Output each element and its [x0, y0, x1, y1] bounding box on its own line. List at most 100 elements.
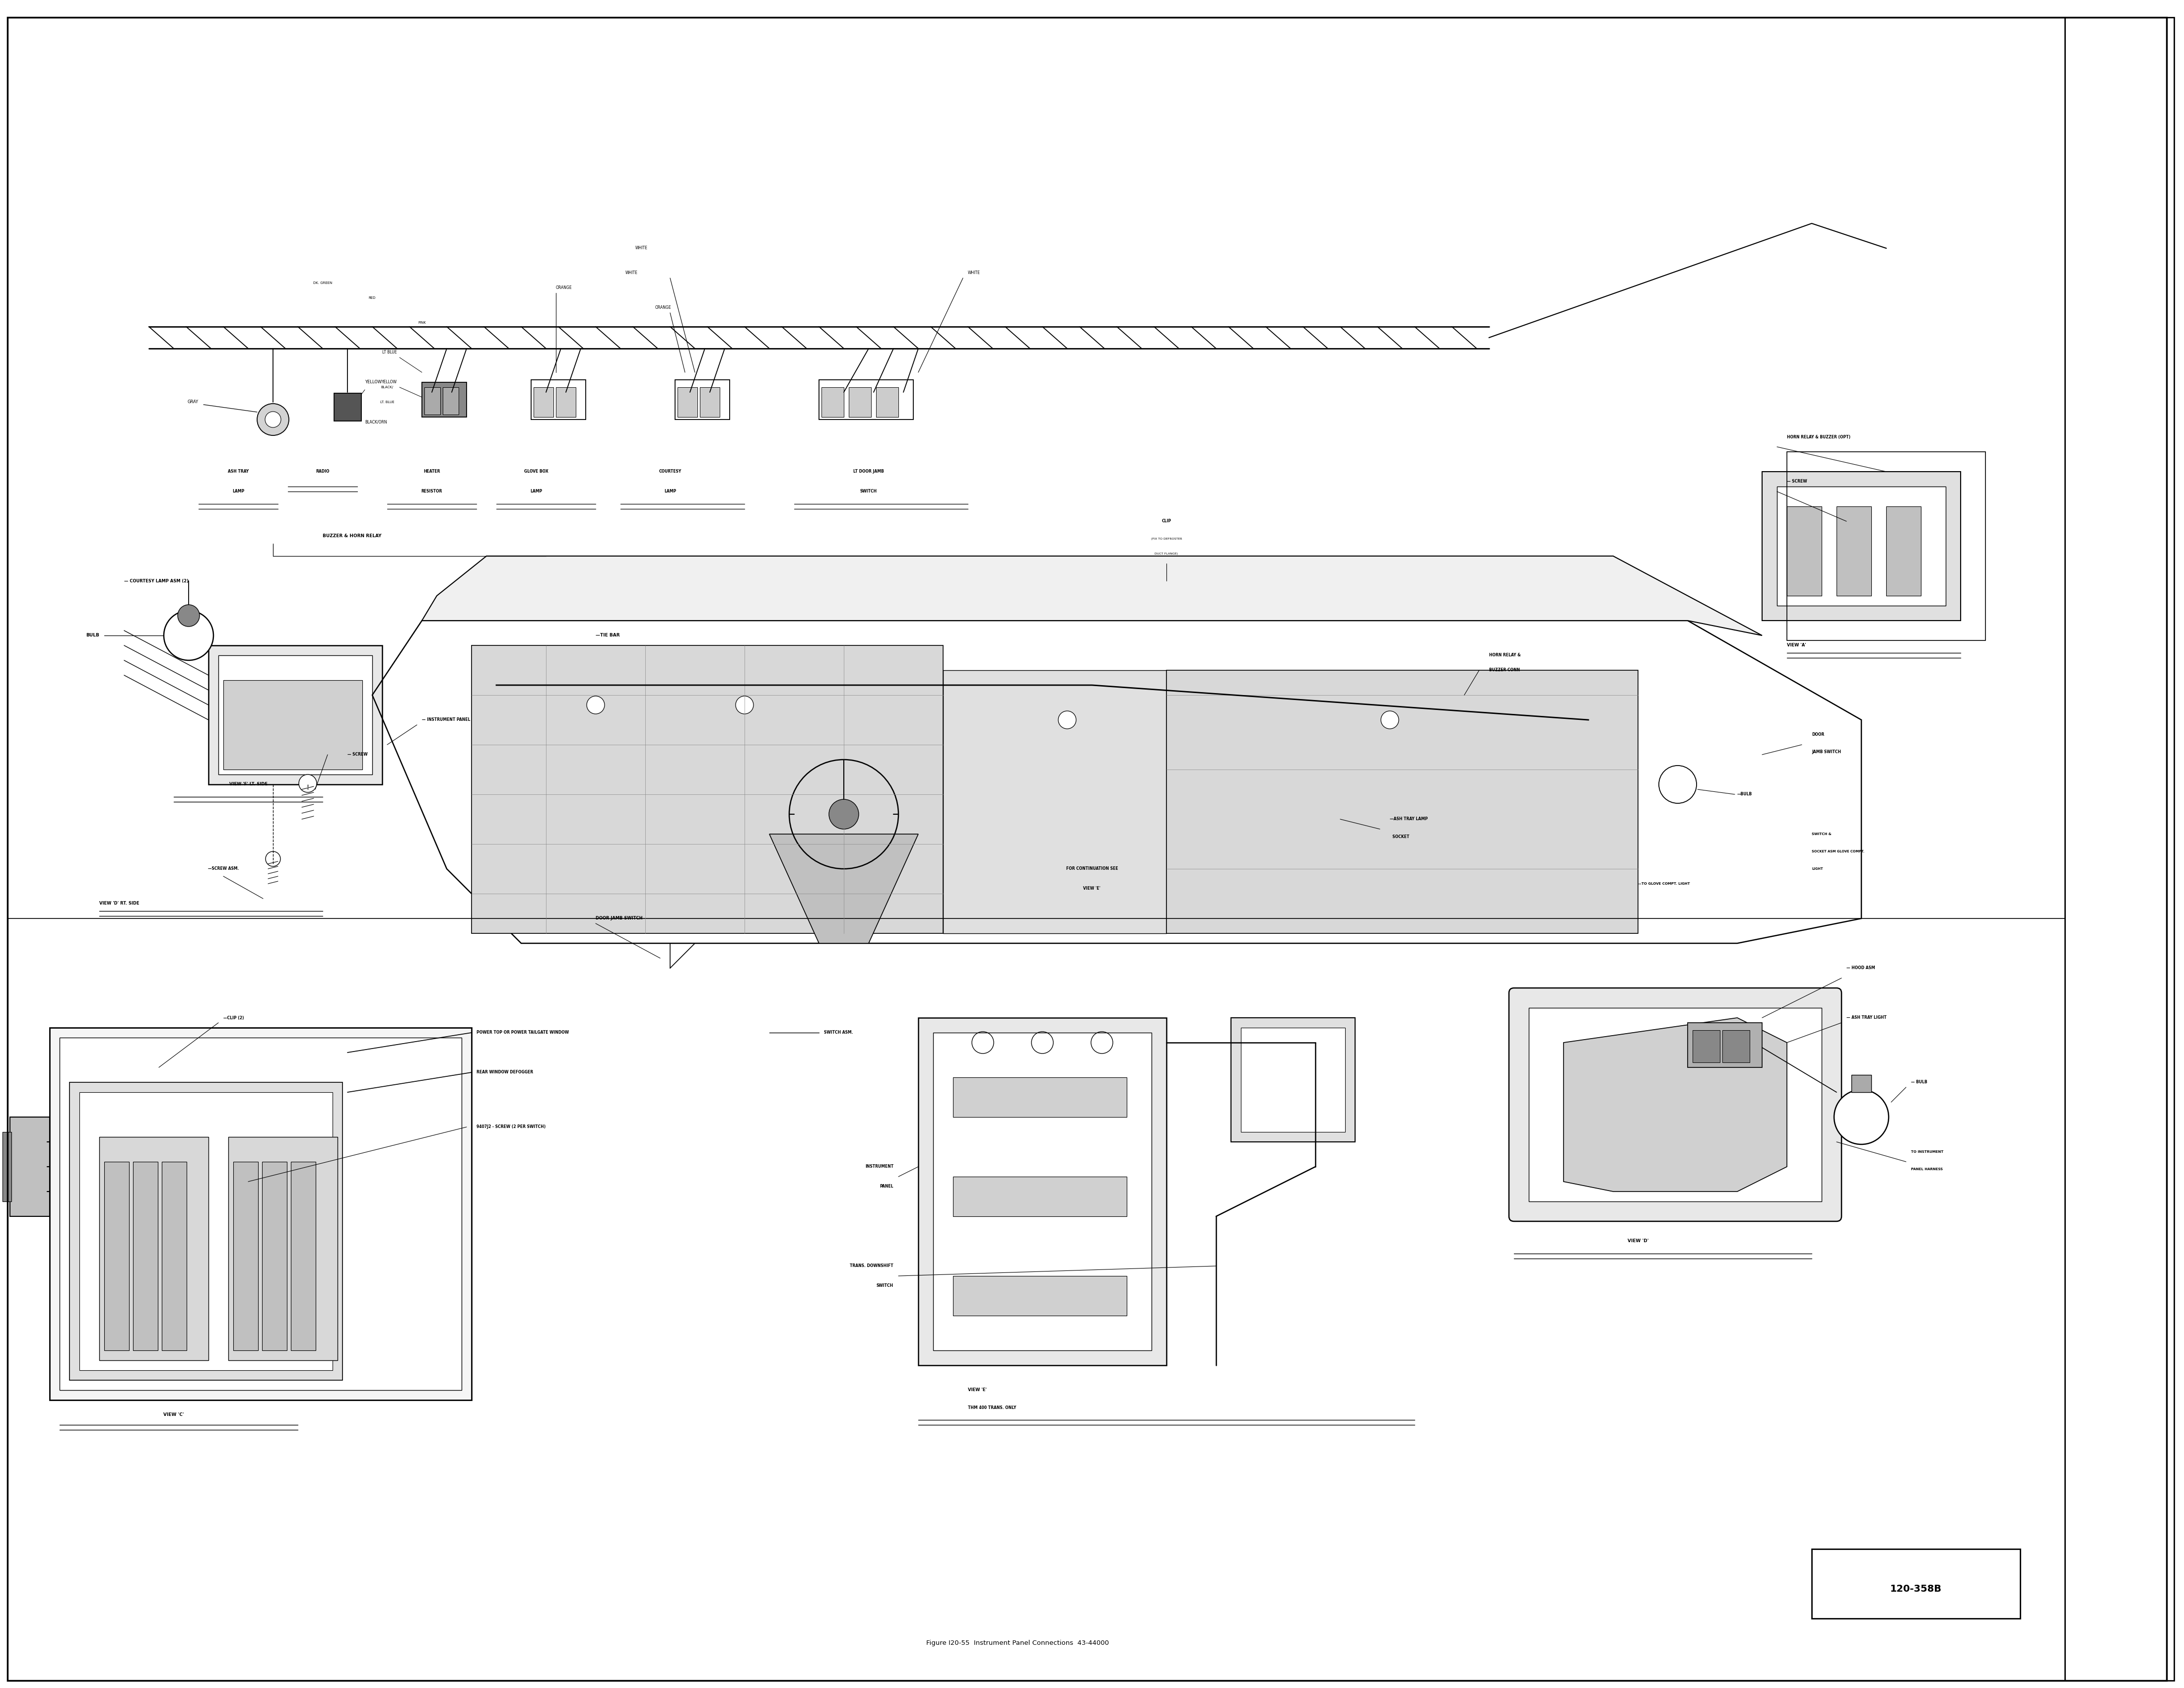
Text: ORANGE: ORANGE	[655, 306, 670, 311]
Text: HORN RELAY &: HORN RELAY &	[1489, 653, 1520, 658]
Bar	[1693, 1030, 1719, 1062]
Bar	[876, 387, 898, 417]
Text: VIEW 'F' LT. SIDE: VIEW 'F' LT. SIDE	[229, 782, 266, 787]
Text: PINK: PINK	[417, 321, 426, 324]
Bar	[1232, 1018, 1354, 1141]
Text: BUZZER & HORN RELAY: BUZZER & HORN RELAY	[323, 533, 382, 538]
Text: HEATER: HEATER	[424, 469, 441, 474]
Circle shape	[258, 403, 288, 436]
Text: FOR CONTINUATION SEE: FOR CONTINUATION SEE	[1066, 866, 1118, 871]
Text: LT DOOR JAMB: LT DOOR JAMB	[854, 469, 885, 474]
Text: VIEW 'E': VIEW 'E'	[1083, 886, 1101, 891]
Text: LT. BLUE: LT. BLUE	[380, 400, 395, 403]
Bar	[533, 387, 553, 417]
Circle shape	[266, 851, 280, 866]
Text: — HOOD ASM: — HOOD ASM	[1845, 966, 1876, 971]
Text: LAMP: LAMP	[531, 490, 542, 495]
Bar	[207, 645, 382, 785]
Text: DK. GREEN: DK. GREEN	[312, 282, 332, 285]
Bar	[79, 1092, 332, 1371]
Text: BLACK/: BLACK/	[380, 387, 393, 388]
Text: — SCREW: — SCREW	[1787, 479, 1806, 484]
Text: VIEW 'D' RT. SIDE: VIEW 'D' RT. SIDE	[98, 901, 140, 906]
Text: LT BLUE: LT BLUE	[382, 351, 397, 354]
Circle shape	[177, 604, 199, 626]
Text: WHITE: WHITE	[968, 270, 981, 275]
Text: VIEW 'A': VIEW 'A'	[1787, 643, 1806, 648]
Text: RED: RED	[369, 297, 376, 299]
Bar	[424, 387, 441, 415]
Bar	[162, 1161, 186, 1350]
Bar	[557, 387, 577, 417]
Circle shape	[587, 695, 605, 714]
Text: REAR WINDOW DEFOGGER: REAR WINDOW DEFOGGER	[476, 1070, 533, 1075]
Text: —BULB: —BULB	[1736, 792, 1752, 797]
Text: DUCT FLANGE): DUCT FLANGE)	[1155, 552, 1177, 555]
Text: DOOR JAMB SWITCH: DOOR JAMB SWITCH	[596, 917, 642, 920]
Text: LAMP: LAMP	[664, 490, 677, 495]
Bar	[262, 1161, 286, 1350]
Text: —ASH TRAY LAMP: —ASH TRAY LAMP	[1389, 817, 1428, 822]
Text: LIGHT: LIGHT	[1813, 868, 1824, 871]
Text: INSTRUMENT: INSTRUMENT	[865, 1165, 893, 1168]
Bar	[1837, 506, 1872, 596]
Text: RADIO: RADIO	[317, 469, 330, 474]
Text: YELLOW: YELLOW	[382, 380, 397, 385]
Bar	[531, 380, 585, 420]
Circle shape	[830, 800, 858, 829]
Bar	[819, 380, 913, 420]
Bar	[821, 387, 843, 417]
Bar	[1688, 1023, 1762, 1067]
Text: SWITCH ASM.: SWITCH ASM.	[823, 1030, 854, 1035]
Circle shape	[1660, 766, 1697, 803]
Text: POWER TOP OR POWER TAILGATE WINDOW: POWER TOP OR POWER TAILGATE WINDOW	[476, 1030, 568, 1035]
Bar	[952, 1077, 1127, 1117]
Bar	[98, 1138, 207, 1361]
Text: WHITE: WHITE	[625, 270, 638, 275]
Bar	[1778, 486, 1946, 606]
Text: (FIX TO DEFROSTER: (FIX TO DEFROSTER	[1151, 537, 1182, 540]
Bar	[2064, 17, 2173, 1681]
Text: —CLIP (2): —CLIP (2)	[223, 1016, 245, 1020]
Bar	[1241, 1028, 1345, 1133]
Text: COURTESY: COURTESY	[660, 469, 681, 474]
Text: HORN RELAY & BUZZER (OPT): HORN RELAY & BUZZER (OPT)	[1787, 436, 1850, 439]
Bar	[1723, 1030, 1749, 1062]
Text: BUZZER CONN: BUZZER CONN	[1489, 668, 1520, 672]
Text: ORANGE: ORANGE	[557, 285, 572, 290]
Text: SWITCH &: SWITCH &	[1813, 832, 1832, 836]
Text: GLOVE BOX: GLOVE BOX	[524, 469, 548, 474]
Text: —TIE BAR: —TIE BAR	[596, 633, 620, 638]
Text: PANEL: PANEL	[880, 1185, 893, 1188]
Text: ASH TRAY: ASH TRAY	[227, 469, 249, 474]
Bar	[290, 1161, 317, 1350]
Bar	[952, 1276, 1127, 1315]
Text: SOCKET ASM GLOVE COMPT.: SOCKET ASM GLOVE COMPT.	[1813, 851, 1865, 852]
Polygon shape	[1166, 670, 1638, 933]
Bar	[2, 1133, 11, 1202]
Text: — SCREW: — SCREW	[347, 753, 367, 756]
Bar	[50, 1028, 472, 1399]
Bar	[234, 1161, 258, 1350]
Bar	[443, 387, 459, 415]
Circle shape	[264, 412, 282, 427]
Text: 9407J2 - SCREW (2 PER SWITCH): 9407J2 - SCREW (2 PER SWITCH)	[476, 1124, 546, 1129]
Text: 120-76: 120-76	[2105, 51, 2134, 59]
Text: THM 400 TRANS. ONLY: THM 400 TRANS. ONLY	[968, 1404, 1016, 1409]
Bar	[105, 1161, 129, 1350]
Text: Figure I20-55  Instrument Panel Connections  43-44000: Figure I20-55 Instrument Panel Connectio…	[926, 1641, 1109, 1646]
Circle shape	[1059, 711, 1077, 729]
Text: JAMB SWITCH: JAMB SWITCH	[1813, 749, 1841, 755]
Text: CLIP: CLIP	[1162, 520, 1171, 523]
Text: TRANS. DOWNSHIFT: TRANS. DOWNSHIFT	[850, 1264, 893, 1268]
Text: VIEW 'E': VIEW 'E'	[968, 1388, 987, 1393]
Text: — COURTESY LAMP ASM (2): — COURTESY LAMP ASM (2)	[124, 579, 188, 582]
Bar	[422, 381, 467, 417]
Text: TO INSTRUMENT: TO INSTRUMENT	[1911, 1150, 1944, 1153]
FancyBboxPatch shape	[1509, 987, 1841, 1222]
Bar	[11, 1117, 50, 1217]
Bar	[218, 655, 371, 775]
Bar	[334, 393, 360, 420]
Text: 120-358B: 120-358B	[1889, 1583, 1942, 1593]
Bar	[850, 387, 871, 417]
